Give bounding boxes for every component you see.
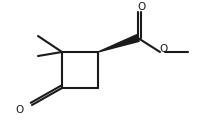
Text: O: O (138, 2, 146, 12)
Text: O: O (16, 105, 24, 115)
Polygon shape (98, 35, 139, 52)
Text: O: O (160, 44, 168, 54)
